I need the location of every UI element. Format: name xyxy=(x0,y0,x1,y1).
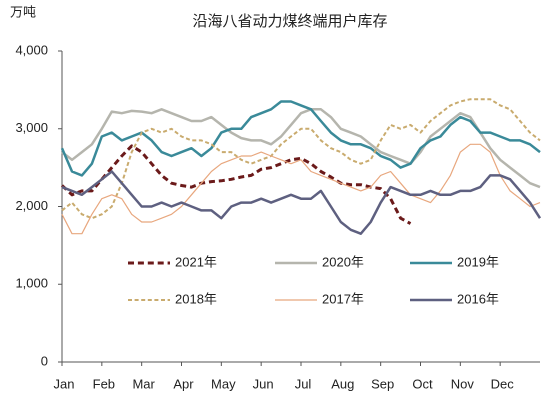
series-line xyxy=(61,170,542,235)
legend-label: 2017年 xyxy=(322,291,364,306)
series-line xyxy=(61,143,541,235)
y-tick-label: 4,000 xyxy=(15,42,48,57)
series-line xyxy=(61,98,541,220)
x-tick-label: Jul xyxy=(295,376,312,391)
x-tick-label: Oct xyxy=(412,376,433,391)
x-tick-label: Feb xyxy=(93,376,115,391)
x-tick-label: Apr xyxy=(173,376,194,391)
y-tick-label: 1,000 xyxy=(15,276,48,291)
x-tick-label: Nov xyxy=(451,376,475,391)
legend-label: 2021年 xyxy=(175,254,217,269)
x-tick-label: Jun xyxy=(253,376,274,391)
x-tick-label: Dec xyxy=(491,376,515,391)
x-tick-label: Jan xyxy=(54,376,75,391)
x-tick-label: Mar xyxy=(132,376,155,391)
x-tick-label: May xyxy=(211,376,236,391)
y-tick-label: 2,000 xyxy=(15,198,48,213)
legend-label: 2020年 xyxy=(322,254,364,269)
y-tick-label: 0 xyxy=(41,353,48,368)
legend-label: 2019年 xyxy=(457,254,499,269)
series-line xyxy=(61,108,541,189)
y-axis-label: 万吨 xyxy=(10,4,36,19)
y-tick-label: 3,000 xyxy=(15,120,48,135)
chart-title: 沿海八省动力煤终端用户库存 xyxy=(192,13,387,30)
x-tick-label: Sep xyxy=(371,376,394,391)
x-tick-label: Aug xyxy=(331,376,354,391)
legend-label: 2018年 xyxy=(175,291,217,306)
legend-label: 2016年 xyxy=(457,291,499,306)
